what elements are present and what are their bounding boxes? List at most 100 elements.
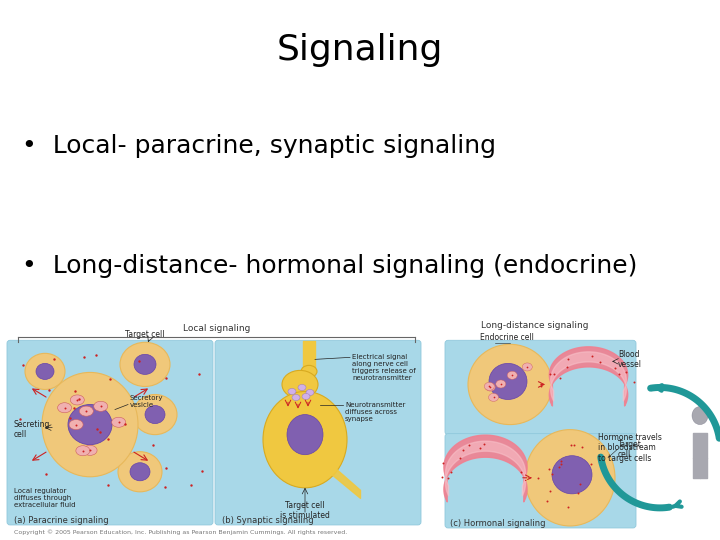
Point (91, 350, 102, 359)
Point (562, 503, 573, 511)
Text: Secreting
cell: Secreting cell (14, 420, 50, 440)
Point (572, 489, 584, 498)
Ellipse shape (468, 345, 552, 424)
Text: Copyright © 2005 Pearson Education, Inc. Publishing as Pearson Benjamin Cummings: Copyright © 2005 Pearson Education, Inc.… (14, 529, 347, 535)
Ellipse shape (288, 388, 296, 395)
Ellipse shape (489, 363, 527, 400)
Ellipse shape (118, 451, 162, 492)
Point (544, 487, 556, 496)
Point (14, 415, 26, 423)
Ellipse shape (507, 371, 517, 379)
Point (585, 460, 597, 468)
Point (548, 370, 559, 379)
Point (565, 441, 577, 449)
FancyBboxPatch shape (445, 434, 636, 528)
Ellipse shape (692, 407, 708, 424)
Point (495, 380, 507, 388)
Ellipse shape (76, 446, 90, 456)
Point (103, 481, 114, 489)
Point (544, 370, 556, 379)
Ellipse shape (525, 430, 615, 526)
Ellipse shape (83, 446, 97, 455)
Point (81, 407, 92, 415)
Point (555, 460, 567, 468)
Ellipse shape (302, 394, 310, 400)
Point (94, 428, 105, 437)
Ellipse shape (301, 366, 317, 377)
Text: Target
cell: Target cell (618, 440, 642, 460)
FancyBboxPatch shape (7, 340, 213, 525)
Ellipse shape (133, 395, 177, 435)
Ellipse shape (263, 392, 347, 488)
Point (95, 402, 107, 410)
Ellipse shape (485, 382, 495, 390)
Point (77, 447, 89, 455)
Ellipse shape (120, 342, 170, 387)
Point (17, 361, 29, 370)
Point (546, 470, 558, 478)
Text: Local regulator
diffuses through
extracellular fluid: Local regulator diffuses through extrace… (14, 488, 76, 508)
Point (521, 363, 533, 372)
Text: Local signaling: Local signaling (183, 325, 250, 333)
Ellipse shape (298, 384, 306, 390)
Point (84, 446, 96, 455)
Point (71, 420, 82, 429)
Point (463, 441, 474, 449)
Point (91, 424, 103, 433)
Point (69, 386, 81, 395)
Point (541, 496, 552, 505)
Ellipse shape (552, 456, 592, 494)
Ellipse shape (287, 415, 323, 455)
Point (554, 374, 566, 382)
Ellipse shape (489, 393, 498, 401)
FancyBboxPatch shape (215, 340, 421, 525)
Point (553, 463, 564, 471)
Point (620, 367, 631, 376)
Ellipse shape (79, 406, 94, 416)
FancyBboxPatch shape (445, 340, 636, 435)
Text: (a) Paracrine signaling: (a) Paracrine signaling (14, 516, 109, 525)
Point (64, 413, 76, 422)
Point (532, 473, 544, 482)
Point (543, 465, 554, 474)
Text: Hormone travels
in bloodstream
to target cells: Hormone travels in bloodstream to target… (598, 433, 662, 463)
Point (535, 382, 546, 390)
Ellipse shape (306, 389, 314, 395)
Text: Target cell
is stimulated: Target cell is stimulated (280, 501, 330, 520)
Ellipse shape (94, 401, 108, 411)
Ellipse shape (134, 354, 156, 374)
Point (613, 370, 625, 379)
Point (436, 473, 448, 482)
Point (478, 440, 490, 448)
Point (438, 458, 449, 467)
Text: •  Local- paracrine, synaptic signaling: • Local- paracrine, synaptic signaling (22, 134, 495, 158)
Ellipse shape (485, 383, 495, 391)
Ellipse shape (71, 395, 84, 405)
Point (595, 357, 606, 366)
Ellipse shape (282, 370, 318, 399)
Point (555, 457, 567, 465)
Point (148, 441, 159, 450)
Text: Blood
vessel: Blood vessel (618, 350, 642, 369)
Point (485, 383, 496, 391)
Ellipse shape (130, 463, 150, 481)
Point (442, 474, 454, 482)
Point (484, 382, 495, 390)
Point (68, 403, 80, 412)
Text: Electrical signal
along nerve cell
triggers release of
neurotransmitter: Electrical signal along nerve cell trigg… (352, 354, 415, 381)
Point (160, 483, 171, 491)
Ellipse shape (292, 395, 300, 401)
Point (629, 377, 640, 386)
Ellipse shape (68, 404, 112, 444)
Point (43, 385, 55, 394)
Text: Endocrine cell: Endocrine cell (480, 333, 534, 342)
Point (160, 374, 171, 382)
Point (457, 446, 469, 454)
Text: Target cell: Target cell (125, 330, 165, 339)
Point (113, 418, 125, 427)
Ellipse shape (145, 406, 165, 423)
Point (577, 443, 588, 452)
Point (609, 364, 621, 373)
Ellipse shape (496, 380, 505, 388)
Text: Signaling: Signaling (276, 33, 444, 68)
